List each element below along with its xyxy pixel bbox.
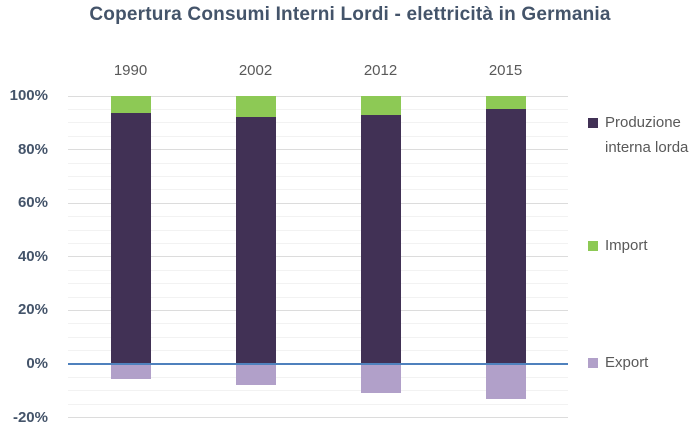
bar-export-2012 <box>360 364 401 394</box>
major-gridline <box>68 202 568 204</box>
minor-gridline <box>68 283 568 285</box>
category-label: 2002 <box>238 62 273 79</box>
y-axis-tick-label: 80% <box>17 140 48 158</box>
legend-label: Export <box>605 354 649 371</box>
y-axis-tick-label: 60% <box>17 194 48 212</box>
bar-export-2015 <box>485 364 526 399</box>
minor-gridline <box>68 122 568 124</box>
bar-produzione-1990 <box>110 113 151 364</box>
minor-gridline <box>68 216 568 218</box>
legend-label: Produzione interna lorda <box>605 114 689 156</box>
minor-gridline <box>68 229 568 231</box>
minor-gridline <box>68 175 568 177</box>
minor-gridline <box>68 135 568 137</box>
minor-gridline <box>68 350 568 352</box>
import-swatch-icon <box>588 241 598 251</box>
bar-produzione-2002 <box>235 117 276 364</box>
minor-gridline <box>68 403 568 405</box>
y-axis-tick-label: 20% <box>17 301 48 319</box>
y-axis-tick-label: 0% <box>26 355 48 372</box>
y-axis-tick-label: 40% <box>17 247 48 265</box>
bar-import-2012 <box>360 96 401 115</box>
plot-area <box>68 95 568 419</box>
minor-gridline <box>68 269 568 271</box>
bar-import-2015 <box>485 96 526 110</box>
y-axis-tick-label: -20% <box>12 408 48 426</box>
minor-gridline <box>68 242 568 244</box>
bar-produzione-2012 <box>360 114 401 364</box>
produzione-swatch-icon <box>588 118 598 128</box>
major-gridline <box>68 417 568 419</box>
bar-export-2002 <box>235 364 276 386</box>
export-swatch-icon <box>588 358 598 368</box>
major-gridline <box>68 309 568 311</box>
minor-gridline <box>68 189 568 191</box>
legend-item-produzione: Produzione interna lorda <box>588 110 697 160</box>
bar-produzione-2015 <box>485 109 526 364</box>
major-gridline <box>68 95 568 97</box>
major-gridline <box>68 256 568 258</box>
category-label: 2012 <box>363 62 398 79</box>
bar-export-1990 <box>110 364 151 379</box>
bar-import-2002 <box>235 96 276 118</box>
legend-label: Import <box>605 237 648 254</box>
minor-gridline <box>68 296 568 298</box>
legend-item-import: Import <box>588 233 697 258</box>
legend: Produzione interna lorda Import Export <box>588 0 700 430</box>
minor-gridline <box>68 162 568 164</box>
category-label: 1990 <box>113 62 148 79</box>
minor-gridline <box>68 336 568 338</box>
minor-gridline <box>68 108 568 110</box>
minor-gridline <box>68 376 568 378</box>
zero-axis-line <box>68 363 568 365</box>
category-label: 2015 <box>488 62 523 79</box>
bar-import-1990 <box>110 96 151 114</box>
major-gridline <box>68 149 568 151</box>
legend-item-export: Export <box>588 350 697 375</box>
y-axis-tick-label: 100% <box>9 87 48 104</box>
chart-title: Copertura Consumi Interni Lordi - elettr… <box>89 4 611 25</box>
minor-gridline <box>68 323 568 325</box>
minor-gridline <box>68 390 568 392</box>
